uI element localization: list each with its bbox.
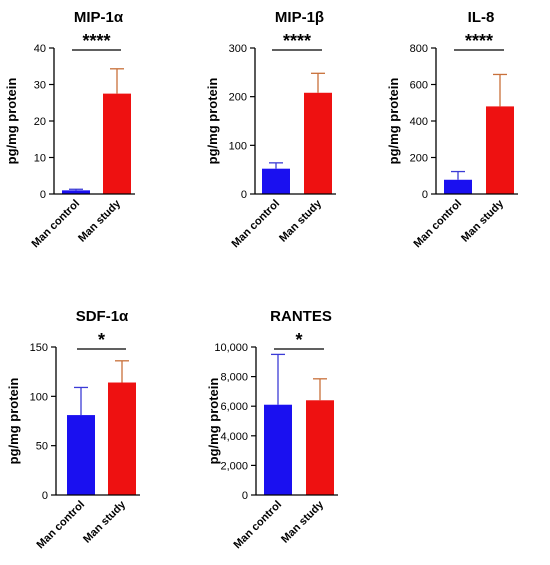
x-tick-label: Man study xyxy=(81,498,129,546)
bar xyxy=(67,415,95,495)
x-tick-label: Man study xyxy=(277,197,325,245)
y-tick-label: 20 xyxy=(34,116,46,128)
y-tick-label: 100 xyxy=(30,391,48,403)
y-tick-label: 10 xyxy=(34,153,46,165)
significance-label: * xyxy=(295,330,302,350)
x-tick-label: Man study xyxy=(279,498,327,546)
y-tick-label: 2,000 xyxy=(220,460,248,472)
y-axis-label: pg/mg protein xyxy=(6,378,21,465)
y-tick-label: 4,000 xyxy=(220,431,248,443)
y-tick-label: 0 xyxy=(40,189,46,201)
y-tick-label: 300 xyxy=(229,43,247,55)
y-axis-label: pg/mg protein xyxy=(206,378,221,465)
bar xyxy=(264,404,292,495)
bar xyxy=(304,92,332,194)
y-tick-label: 10,000 xyxy=(214,342,248,354)
y-tick-label: 6,000 xyxy=(220,401,248,413)
y-axis-label: pg/mg protein xyxy=(386,78,401,165)
chart-title: RANTES xyxy=(270,308,332,325)
significance-label: **** xyxy=(82,31,110,51)
bar xyxy=(306,400,334,495)
x-tick-label: Man control xyxy=(30,198,83,251)
y-tick-label: 0 xyxy=(422,189,428,201)
y-tick-label: 0 xyxy=(241,189,247,201)
y-tick-label: 150 xyxy=(30,342,48,354)
significance-label: **** xyxy=(465,31,493,51)
y-tick-label: 50 xyxy=(36,441,48,453)
chart-title: MIP-1β xyxy=(275,9,324,26)
x-tick-label: Man study xyxy=(459,197,507,245)
y-tick-label: 200 xyxy=(229,92,247,104)
x-tick-label: Man control xyxy=(412,198,465,251)
significance-label: **** xyxy=(283,31,311,51)
y-axis-label: pg/mg protein xyxy=(4,78,19,165)
y-tick-label: 200 xyxy=(410,153,428,165)
y-tick-label: 600 xyxy=(410,80,428,92)
y-tick-label: 40 xyxy=(34,43,46,55)
x-tick-label: Man control xyxy=(35,499,88,552)
y-tick-label: 30 xyxy=(34,80,46,92)
significance-label: * xyxy=(98,330,105,350)
bar xyxy=(103,93,131,194)
chart-title: IL-8 xyxy=(468,9,495,26)
y-tick-label: 800 xyxy=(410,43,428,55)
chart-title: MIP-1α xyxy=(74,9,124,26)
x-tick-label: Man control xyxy=(230,198,283,251)
y-tick-label: 0 xyxy=(42,490,48,502)
x-tick-label: Man study xyxy=(76,197,124,245)
x-tick-label: Man control xyxy=(232,499,285,552)
bar xyxy=(262,168,290,194)
bar xyxy=(486,106,514,194)
y-axis-label: pg/mg protein xyxy=(205,78,220,165)
chart-title: SDF-1α xyxy=(76,308,129,325)
y-tick-label: 0 xyxy=(242,490,248,502)
bar xyxy=(444,179,472,194)
y-tick-label: 100 xyxy=(229,140,247,152)
y-tick-label: 8,000 xyxy=(220,372,248,384)
y-tick-label: 400 xyxy=(410,116,428,128)
bar xyxy=(62,190,90,194)
bar xyxy=(108,382,136,495)
